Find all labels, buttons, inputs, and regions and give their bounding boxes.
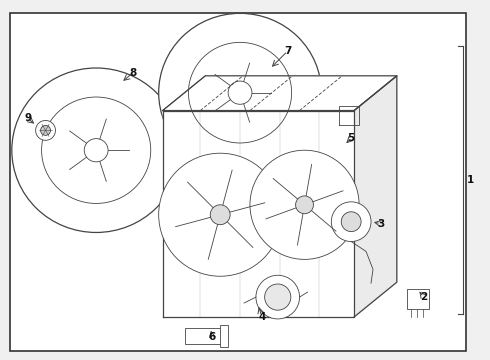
Ellipse shape [42,97,151,203]
FancyBboxPatch shape [185,328,227,344]
Circle shape [159,153,282,276]
Ellipse shape [12,68,180,233]
Text: 8: 8 [129,68,137,78]
Circle shape [210,205,230,225]
Circle shape [341,212,361,231]
Text: 9: 9 [24,113,31,123]
Circle shape [265,284,291,310]
Text: 3: 3 [377,219,385,229]
Circle shape [250,150,359,260]
Text: 2: 2 [420,292,427,302]
Text: 6: 6 [209,332,216,342]
Circle shape [41,125,50,135]
FancyBboxPatch shape [407,289,429,309]
Text: 4: 4 [258,312,266,322]
FancyBboxPatch shape [220,325,228,347]
Text: 7: 7 [284,46,292,56]
Text: 1: 1 [466,175,474,185]
Ellipse shape [189,42,292,143]
Circle shape [256,275,299,319]
Circle shape [36,121,55,140]
Polygon shape [163,76,397,111]
Polygon shape [354,76,397,317]
Ellipse shape [159,13,321,172]
Circle shape [295,196,314,214]
Polygon shape [163,111,354,317]
Text: 5: 5 [347,133,355,143]
FancyBboxPatch shape [10,13,466,351]
Circle shape [331,202,371,242]
Ellipse shape [84,139,108,162]
Ellipse shape [228,81,252,104]
